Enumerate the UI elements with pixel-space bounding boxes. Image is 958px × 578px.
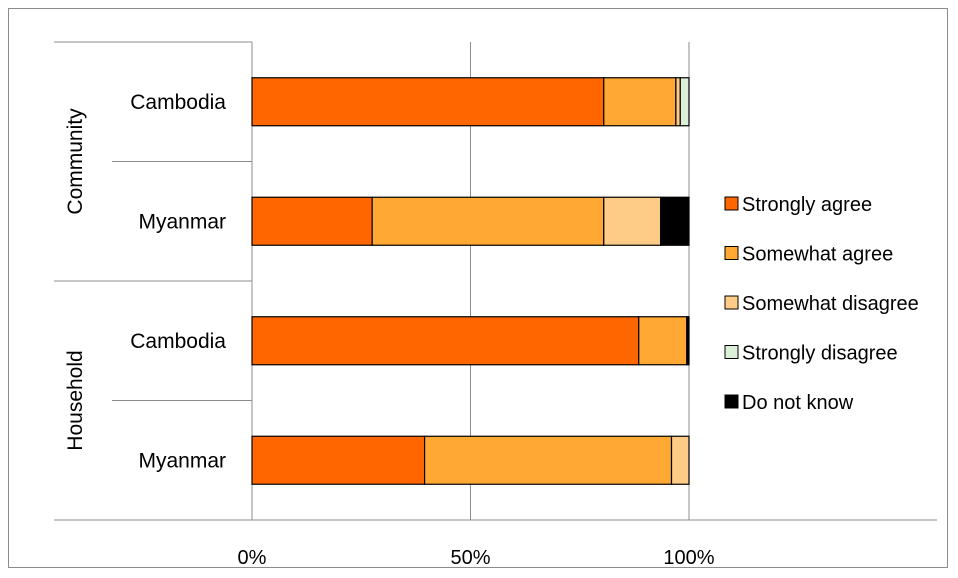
bar-household-cambodia-somewhat-agree: [638, 316, 688, 366]
bars: [251, 77, 690, 485]
category-label-community-cambodia: Cambodia: [130, 91, 226, 114]
x-axis-ticks: 0% 50% 100%: [238, 547, 715, 569]
bar-community-myanmar-do-not-know: [659, 196, 690, 246]
legend-label-somewhat-agree: Somewhat agree: [742, 244, 893, 266]
legend-swatch-somewhat-agree: [724, 246, 739, 260]
bar-community-cambodia-strongly-agree: [251, 77, 605, 127]
category-axis: Community Household Cambodia Myanmar Cambodi…: [54, 41, 937, 521]
category-label-household-myanmar: Myanmar: [138, 449, 226, 472]
legend-swatch-do-not-know: [724, 394, 739, 409]
group-label-community: Community: [64, 108, 87, 215]
category-label-household-cambodia: Cambodia: [130, 330, 226, 353]
legend-label-strongly-agree: Strongly agree: [742, 194, 872, 216]
bar-community-cambodia-strongly-disagree: [679, 77, 690, 127]
legend-swatch-strongly-agree: [724, 196, 739, 211]
chart-frame: [8, 8, 948, 568]
bar-community-myanmar-somewhat-disagree: [603, 196, 662, 246]
bar-household-cambodia-do-not-know: [686, 316, 690, 366]
category-label-community-myanmar: Myanmar: [138, 210, 226, 233]
bar-household-myanmar-somewhat-disagree: [670, 435, 690, 485]
bar-community-cambodia-somewhat-agree: [603, 77, 677, 127]
bar-community-cambodia-somewhat-disagree: [675, 77, 681, 127]
x-tick-label-50: 50%: [450, 547, 490, 569]
bar-community-myanmar-somewhat-agree: [371, 196, 605, 246]
bar-household-myanmar-somewhat-agree: [424, 435, 673, 485]
legend-label-strongly-disagree: Strongly disagree: [742, 343, 898, 365]
x-tick-label-100: 100%: [663, 547, 714, 569]
bar-household-cambodia-strongly-agree: [251, 316, 640, 366]
bar-community-myanmar-strongly-agree: [251, 196, 373, 246]
legend-label-somewhat-disagree: Somewhat disagree: [742, 293, 919, 315]
legend: Strongly agree Somewhat agree Somewhat dis…: [724, 194, 919, 414]
x-tick-label-0: 0%: [238, 547, 267, 569]
legend-swatch-strongly-disagree: [724, 345, 739, 359]
bar-household-myanmar-strongly-agree: [251, 435, 426, 485]
group-label-household: Household: [64, 350, 87, 450]
legend-swatch-somewhat-disagree: [724, 295, 739, 310]
legend-label-do-not-know: Do not know: [742, 392, 854, 414]
